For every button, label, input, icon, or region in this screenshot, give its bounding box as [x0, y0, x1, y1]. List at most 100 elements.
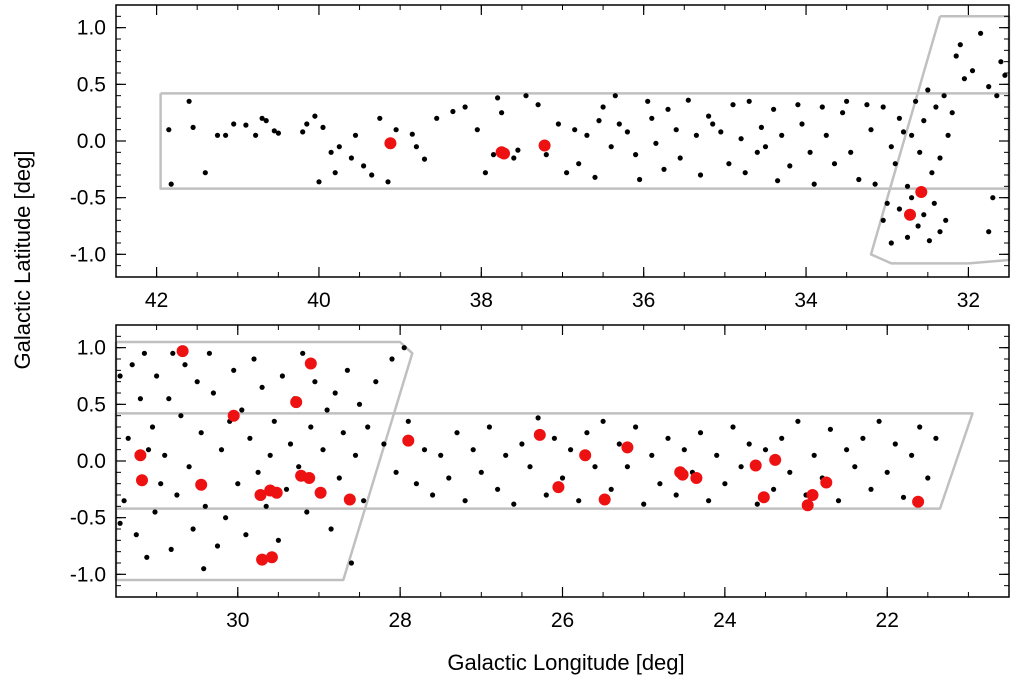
x-tick-label: 30: [226, 609, 249, 632]
black-point: [868, 127, 874, 133]
black-point: [572, 127, 578, 133]
plot-frame: [115, 4, 1010, 278]
red-point: [136, 474, 148, 487]
red-point: [690, 472, 703, 484]
black-point: [352, 132, 359, 138]
black-point: [844, 98, 850, 104]
black-point: [223, 515, 229, 521]
red-point: [904, 208, 916, 221]
black-point: [665, 435, 671, 441]
black-point: [275, 537, 281, 543]
black-point: [925, 87, 931, 93]
black-point: [730, 102, 736, 108]
black-point: [365, 424, 371, 430]
x-tick-label: 26: [551, 609, 574, 632]
black-point: [263, 118, 269, 124]
black-point: [661, 166, 667, 172]
black-point: [584, 132, 590, 138]
black-point: [612, 93, 618, 99]
black-point: [596, 118, 602, 124]
black-point: [673, 492, 679, 498]
black-point: [978, 30, 984, 36]
black-point: [710, 121, 716, 127]
black-point: [223, 132, 229, 138]
black-point: [271, 418, 277, 424]
black-point: [649, 452, 655, 458]
black-point: [844, 447, 850, 453]
black-point: [381, 441, 387, 447]
black-point: [835, 498, 842, 504]
black-point: [214, 543, 221, 549]
red-point: [915, 186, 928, 198]
black-point: [986, 229, 992, 235]
data-points: [117, 345, 939, 572]
axis-ticks: 30 28 26 24 22 1.0 0.5 0.0 -0.5 -1.0: [70, 325, 1010, 632]
black-point: [896, 115, 903, 121]
black-point: [738, 464, 744, 470]
black-point: [470, 447, 476, 453]
black-point: [787, 163, 793, 169]
black-point: [840, 110, 846, 116]
black-point: [263, 503, 269, 509]
plot-frame: [115, 324, 1010, 598]
black-point: [994, 93, 1000, 99]
black-point: [880, 104, 886, 110]
black-point: [413, 144, 419, 150]
black-point: [421, 156, 428, 162]
black-point: [559, 475, 566, 481]
black-point: [925, 475, 931, 481]
black-point: [312, 113, 318, 119]
black-point: [255, 469, 261, 475]
black-point: [673, 127, 679, 133]
black-point: [336, 475, 342, 481]
black-point: [478, 469, 484, 475]
black-point: [271, 128, 277, 134]
survey-boundaries: [114, 340, 974, 582]
black-point: [125, 435, 131, 441]
black-point: [421, 447, 428, 453]
data-points: [166, 30, 1008, 246]
red-point: [801, 499, 814, 512]
black-point: [616, 121, 622, 127]
black-point: [779, 435, 785, 441]
black-point: [742, 170, 748, 176]
black-point: [771, 106, 777, 112]
red-point: [254, 489, 267, 501]
black-point: [316, 179, 322, 185]
black-point: [186, 464, 192, 470]
black-point: [921, 118, 927, 124]
x-tick-label: 28: [388, 609, 411, 632]
black-point: [592, 174, 598, 180]
black-point: [182, 362, 188, 368]
black-point: [900, 129, 907, 135]
black-point: [913, 98, 919, 104]
black-point: [592, 464, 598, 470]
black-point: [409, 131, 415, 137]
black-point: [969, 68, 976, 74]
red-point: [343, 493, 356, 506]
y-tick-label: -0.5: [70, 507, 106, 530]
black-point: [917, 424, 923, 430]
black-point: [129, 362, 135, 368]
x-tick-label: 36: [632, 289, 655, 312]
black-point: [174, 492, 180, 498]
black-point: [352, 452, 359, 458]
red-point: [552, 481, 565, 494]
black-point: [754, 501, 760, 507]
black-point: [401, 345, 407, 351]
black-point: [998, 59, 1004, 65]
black-point: [864, 102, 870, 108]
black-point: [600, 104, 606, 110]
black-point: [361, 498, 367, 504]
y-axis-label: Galactic Latitude [deg]: [10, 151, 35, 370]
black-point: [214, 132, 221, 138]
black-point: [779, 132, 785, 138]
black-point: [137, 396, 143, 402]
black-point: [584, 430, 590, 436]
black-point: [726, 161, 732, 167]
y-tick-label: 1.0: [77, 337, 106, 360]
black-point: [953, 53, 959, 59]
black-point: [324, 407, 330, 413]
black-point: [296, 464, 302, 470]
red-point: [314, 486, 327, 499]
